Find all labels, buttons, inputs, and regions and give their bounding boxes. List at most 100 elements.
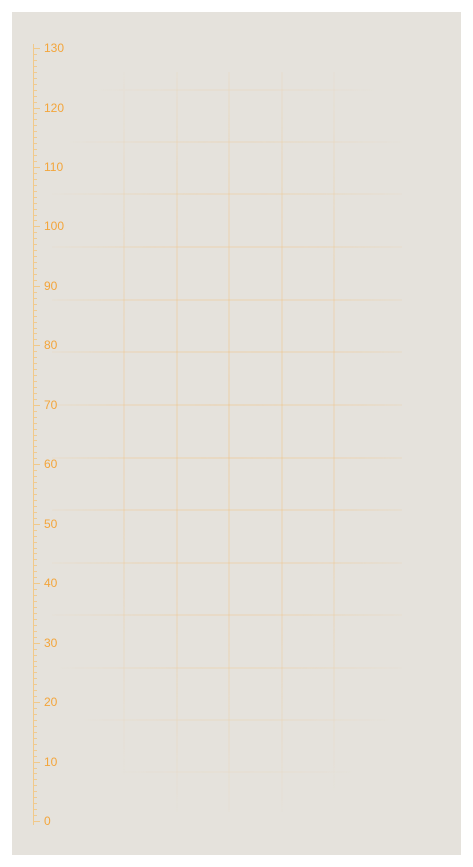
ruler-minor-tick	[34, 137, 37, 139]
ruler-minor-tick	[34, 256, 37, 258]
ruler-minor-tick	[34, 606, 37, 608]
ruler-label: 80	[44, 338, 58, 353]
ruler-minor-tick	[34, 303, 37, 305]
ruler-minor-tick	[34, 83, 37, 85]
ruler-minor-tick	[34, 232, 37, 234]
ruler-minor-tick	[34, 654, 37, 656]
ruler-major-tick	[34, 345, 40, 347]
ruler-minor-tick	[34, 458, 37, 460]
ruler-minor-tick	[34, 161, 37, 162]
ruler-minor-tick	[34, 250, 37, 252]
ruler-label: 110	[44, 159, 64, 174]
ruler-minor-tick	[34, 309, 37, 311]
ruler-minor-tick	[34, 803, 37, 805]
ruler-major-tick	[34, 821, 40, 822]
ruler-label: 50	[44, 516, 58, 531]
ruler-label: 10	[44, 754, 58, 769]
ruler-minor-tick	[34, 666, 37, 668]
ruler-minor-tick	[34, 59, 37, 61]
ruler-minor-tick	[34, 672, 37, 674]
ruler-minor-tick	[34, 446, 37, 448]
ruler-minor-tick	[34, 452, 37, 454]
ruler-label: 130	[44, 41, 65, 55]
ruler-minor-tick	[34, 53, 37, 55]
ruler-minor-tick	[34, 339, 37, 341]
ruler-minor-tick	[34, 779, 37, 781]
ruler-minor-tick	[34, 327, 37, 329]
ruler-minor-tick	[34, 428, 37, 430]
ruler-minor-tick	[34, 392, 37, 394]
ruler-minor-tick	[34, 505, 37, 507]
ruler-minor-tick	[34, 321, 37, 323]
ruler-minor-tick	[34, 89, 37, 91]
ruler-major-tick	[34, 702, 40, 704]
ruler-minor-tick	[34, 767, 37, 769]
ruler-minor-tick	[34, 244, 37, 246]
ruler-axis-line	[33, 44, 34, 825]
ruler-minor-tick	[34, 547, 37, 549]
ruler-minor-tick	[34, 274, 37, 275]
ruler-minor-tick	[34, 71, 37, 73]
ruler-major-tick	[34, 166, 40, 168]
ruler-minor-tick	[34, 220, 37, 222]
ruler-minor-tick	[34, 595, 37, 596]
ruler-major-tick	[34, 464, 40, 466]
ruler-minor-tick	[34, 791, 37, 793]
ruler-minor-tick	[34, 369, 37, 371]
ruler-minor-tick	[34, 190, 37, 192]
ruler-major-tick	[34, 285, 40, 287]
ruler-minor-tick	[34, 386, 37, 388]
ruler-minor-tick	[34, 357, 37, 359]
ruler-minor-tick	[34, 363, 37, 365]
ruler-minor-tick	[34, 291, 37, 293]
ruler-minor-tick	[34, 131, 37, 133]
ruler-minor-tick	[34, 101, 37, 103]
ruler-label: 30	[44, 635, 58, 650]
ruler-minor-tick	[34, 743, 37, 745]
ruler-minor-tick	[34, 238, 37, 240]
ruler-minor-tick	[34, 155, 37, 156]
ruler-minor-tick	[34, 375, 37, 376]
ruler-major-tick	[34, 583, 40, 585]
ruler-minor-tick	[34, 214, 37, 216]
ruler-minor-tick	[34, 440, 37, 442]
ruler-minor-tick	[34, 184, 37, 186]
ruler-minor-tick	[34, 535, 37, 537]
ruler-minor-tick	[34, 773, 37, 775]
ruler-minor-tick	[34, 398, 37, 400]
ruler-minor-tick	[34, 262, 37, 264]
ruler-minor-tick	[34, 381, 37, 382]
ruler-minor-tick	[34, 755, 37, 757]
ruler-minor-tick	[34, 559, 37, 561]
ruler-minor-tick	[34, 178, 37, 180]
ruler-minor-tick	[34, 297, 37, 299]
ruler-minor-tick	[34, 511, 37, 513]
ruler-minor-tick	[34, 482, 37, 484]
ruler-minor-tick	[34, 678, 37, 680]
ruler-major-tick	[34, 761, 40, 763]
ruler-major-tick	[34, 642, 40, 644]
ruler-minor-tick	[34, 476, 37, 478]
ruler-minor-tick	[34, 488, 37, 489]
ruler-label: 90	[44, 278, 58, 293]
ruler-minor-tick	[34, 731, 37, 733]
ruler-minor-tick	[34, 208, 37, 210]
ruler-minor-tick	[34, 577, 37, 579]
ruler-minor-tick	[34, 196, 37, 198]
ruler-minor-tick	[34, 434, 37, 436]
ruler-minor-tick	[34, 612, 37, 614]
ruler-minor-tick	[34, 624, 37, 626]
ruler-minor-tick	[34, 315, 37, 317]
ruler-minor-tick	[34, 785, 37, 787]
ruler-minor-tick	[34, 125, 37, 127]
ruler-minor-tick	[34, 660, 37, 662]
ruler-major-tick	[34, 523, 40, 525]
ruler-minor-tick	[34, 410, 37, 412]
ruler-minor-tick	[34, 571, 37, 573]
ruler-minor-tick	[34, 422, 37, 424]
ruler-minor-tick	[34, 499, 37, 501]
ruler-minor-tick	[34, 333, 37, 335]
ruler-label: 100	[44, 219, 65, 234]
ruler-minor-tick	[34, 684, 37, 686]
ruler-minor-tick	[34, 719, 37, 721]
